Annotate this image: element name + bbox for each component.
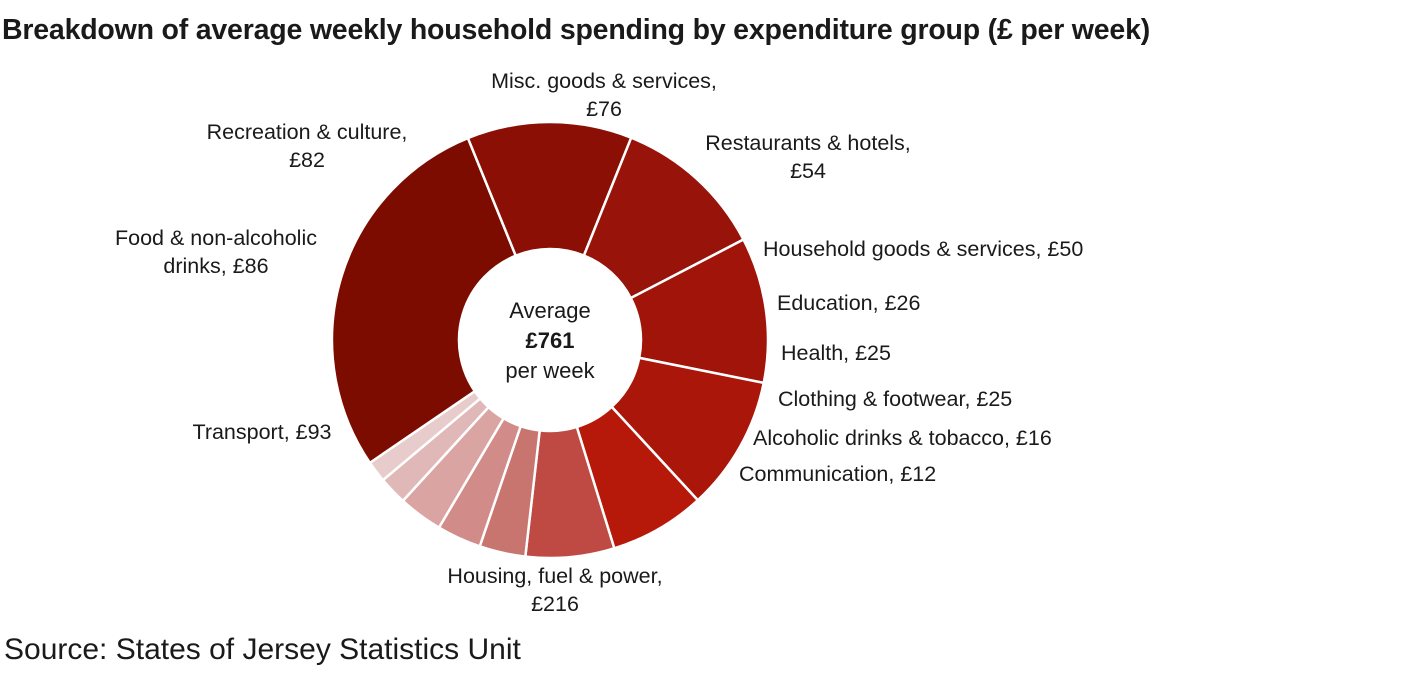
center-label: Average £761 per week [505, 298, 595, 383]
slice-label-8: Education, £26 [777, 291, 920, 315]
slice-value-label-3: drinks, £86 [163, 254, 268, 278]
slice-label-12: Communication, £12 [739, 462, 936, 486]
slice-label-6: Restaurants & hotels, [705, 131, 911, 155]
center-total: £761 [526, 328, 575, 353]
slice-label-5: Misc. goods & services, [491, 69, 717, 93]
slice-value-label-4: £82 [289, 148, 325, 172]
slice-1 [330, 136, 517, 465]
slice-12 [368, 390, 482, 482]
slice-labels: Housing, fuel & power, £216 Transport, £93… [115, 69, 1083, 616]
slice-label-9: Health, £25 [781, 341, 891, 365]
slice-value-label-5: £76 [586, 97, 622, 121]
slice-label-3: Food & non-alcoholic [115, 226, 317, 250]
center-line-1: Average [509, 298, 591, 323]
slice-label-1: Housing, fuel & power, [447, 564, 662, 588]
donut-slices [330, 120, 770, 560]
chart-title: Breakdown of average weekly household sp… [2, 14, 1151, 46]
slice-label-2: Transport, £93 [192, 420, 331, 444]
source-note: Source: States of Jersey Statistics Unit [4, 633, 521, 666]
slice-value-label-1: £216 [531, 592, 579, 616]
slice-2 [466, 120, 633, 257]
center-line-3: per week [505, 358, 595, 383]
slice-label-4: Recreation & culture, [207, 120, 408, 144]
slice-label-10: Clothing & footwear, £25 [778, 387, 1012, 411]
slice-label-7: Household goods & services, £50 [763, 237, 1083, 261]
slice-value-label-6: £54 [790, 159, 826, 183]
slice-label-11: Alcoholic drinks & tobacco, £16 [753, 426, 1052, 450]
